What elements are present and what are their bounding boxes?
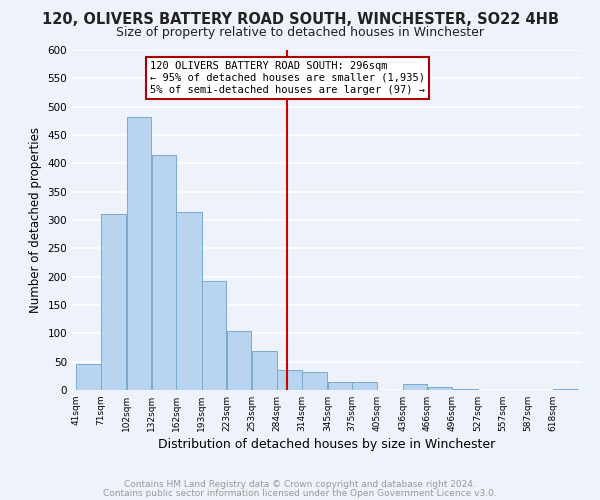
Bar <box>76 364 101 390</box>
Bar <box>227 330 251 390</box>
Bar <box>176 212 202 390</box>
Text: Contains HM Land Registry data © Crown copyright and database right 2024.: Contains HM Land Registry data © Crown c… <box>124 480 476 489</box>
Y-axis label: Number of detached properties: Number of detached properties <box>29 127 42 313</box>
Text: 120, OLIVERS BATTERY ROAD SOUTH, WINCHESTER, SO22 4HB: 120, OLIVERS BATTERY ROAD SOUTH, WINCHES… <box>41 12 559 28</box>
Bar <box>152 155 176 390</box>
Bar <box>428 387 452 390</box>
Bar <box>251 351 277 390</box>
Bar <box>127 118 151 390</box>
Bar <box>452 389 478 390</box>
Bar <box>101 214 127 390</box>
Text: 120 OLIVERS BATTERY ROAD SOUTH: 296sqm
← 95% of detached houses are smaller (1,9: 120 OLIVERS BATTERY ROAD SOUTH: 296sqm ←… <box>149 62 425 94</box>
X-axis label: Distribution of detached houses by size in Winchester: Distribution of detached houses by size … <box>158 438 496 451</box>
Bar <box>403 384 427 390</box>
Text: Contains public sector information licensed under the Open Government Licence v3: Contains public sector information licen… <box>103 488 497 498</box>
Bar <box>277 370 302 390</box>
Bar <box>328 382 352 390</box>
Bar <box>302 372 327 390</box>
Bar <box>352 382 377 390</box>
Text: Size of property relative to detached houses in Winchester: Size of property relative to detached ho… <box>116 26 484 39</box>
Bar <box>202 280 226 390</box>
Bar <box>553 389 578 390</box>
